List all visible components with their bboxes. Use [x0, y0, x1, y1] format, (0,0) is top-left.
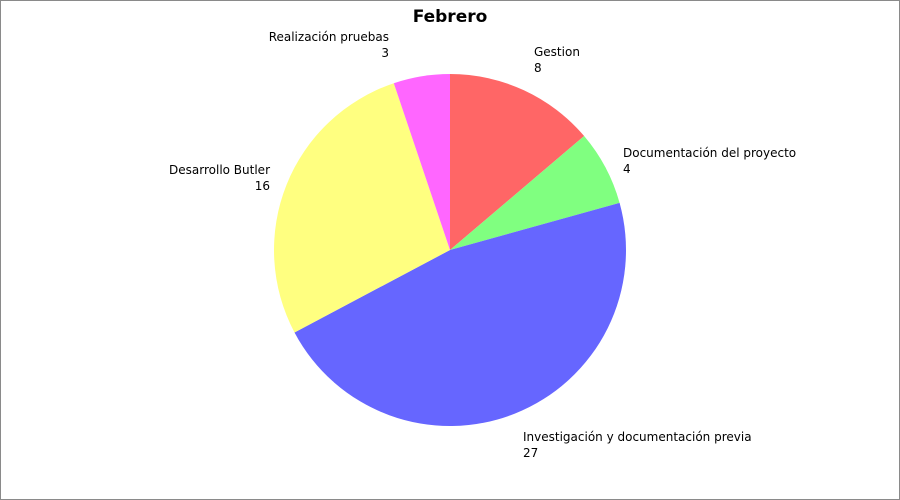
- pie-slice: [450, 136, 620, 250]
- slice-value-label: 3: [381, 46, 389, 60]
- pie-slice: [274, 83, 450, 333]
- pie-slice: [450, 74, 585, 250]
- pie-slice: [393, 74, 450, 250]
- slice-label: Gestion: [534, 45, 580, 59]
- slice-label: Documentación del proyecto: [623, 146, 796, 160]
- slice-value-label: 8: [534, 61, 542, 75]
- pie-slice: [294, 202, 626, 426]
- slice-label: Desarrollo Butler: [169, 163, 270, 177]
- slice-value-label: 16: [255, 179, 270, 193]
- slice-value-label: 27: [523, 446, 538, 460]
- slice-value-label: 4: [623, 162, 631, 176]
- slice-label: Investigación y documentación previa: [523, 430, 752, 444]
- chart-title: Febrero: [412, 7, 488, 27]
- slice-label: Realización pruebas: [269, 30, 389, 44]
